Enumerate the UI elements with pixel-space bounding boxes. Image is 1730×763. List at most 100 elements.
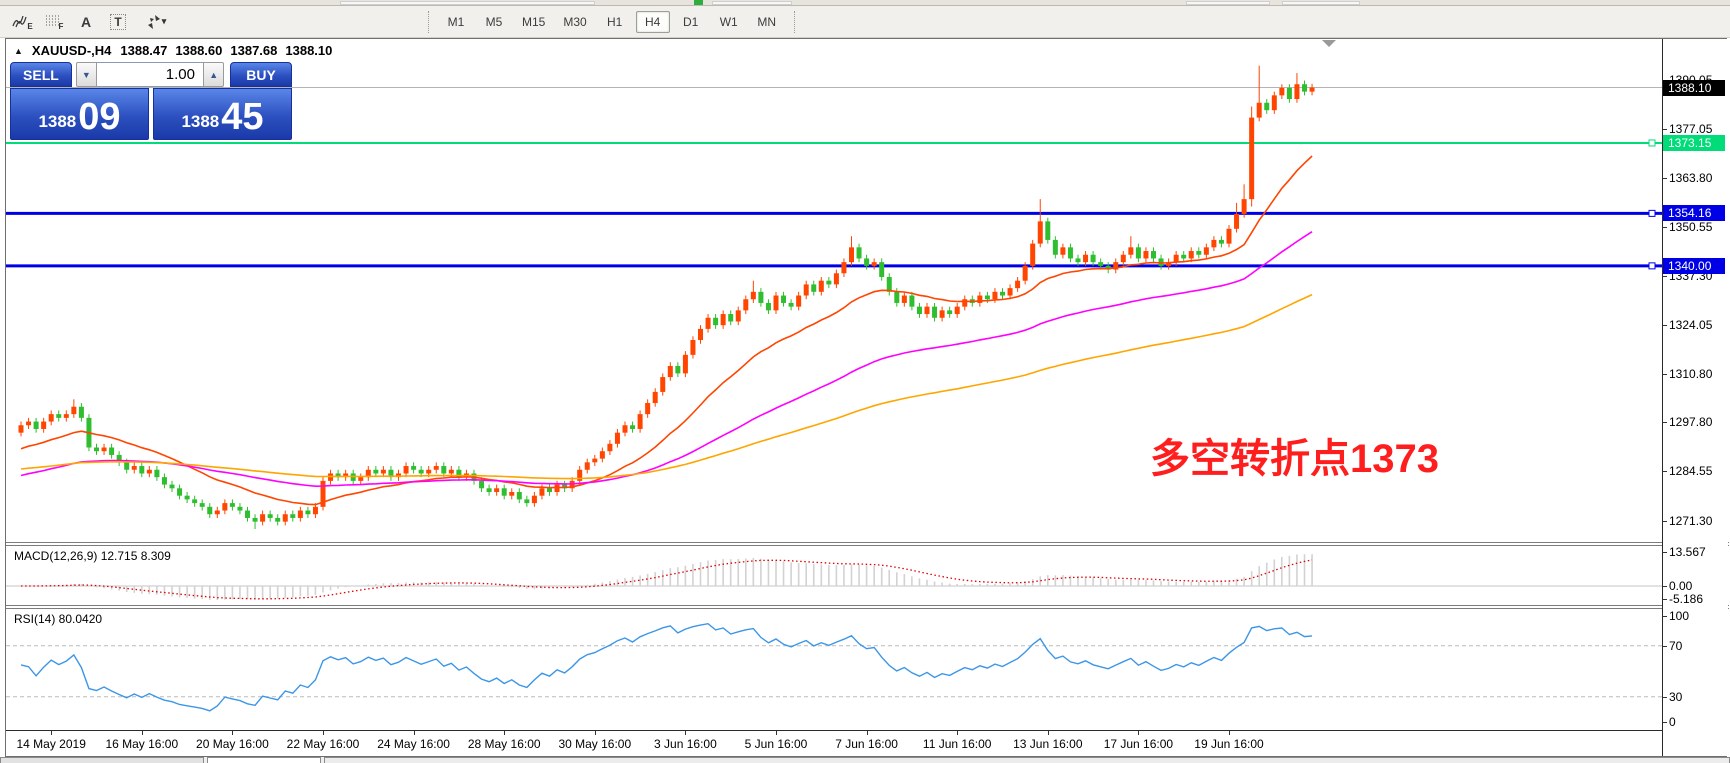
candle-body bbox=[984, 295, 990, 300]
candle-body bbox=[690, 340, 696, 355]
rsi-plot[interactable] bbox=[6, 609, 1662, 729]
grid-pattern-icon bbox=[45, 15, 59, 26]
tool-sub-label: F bbox=[58, 22, 64, 31]
timeframe-button-d1[interactable]: D1 bbox=[683, 14, 699, 29]
price-tick-1310.80: 1310.80 bbox=[1669, 367, 1713, 382]
volume-increase-button[interactable]: ▲ bbox=[203, 62, 225, 87]
candle-body bbox=[803, 284, 809, 296]
chart-text-annotation[interactable]: 多空转折点1373 bbox=[1150, 437, 1439, 481]
candle-body bbox=[56, 414, 62, 418]
main-chart-plot[interactable] bbox=[6, 39, 1662, 542]
candle-body bbox=[818, 280, 824, 292]
buy-button[interactable]: BUY bbox=[230, 62, 292, 87]
candle-body bbox=[894, 291, 900, 303]
candle-body bbox=[509, 491, 515, 496]
candle-body bbox=[1022, 265, 1028, 281]
time-tick-label: 19 Jun 16:00 bbox=[1194, 737, 1264, 751]
timeframe-button-m15[interactable]: M15 bbox=[522, 14, 546, 29]
buy-price-button[interactable]: 1388 45 bbox=[153, 88, 292, 140]
candle-body bbox=[728, 314, 734, 322]
candle-body bbox=[184, 495, 190, 500]
rsi-indicator-label: RSI(14) 80.0420 bbox=[14, 612, 103, 626]
macd-indicator-label: MACD(12,26,9) 12.715 8.309 bbox=[14, 549, 171, 563]
timeframe-button-h1[interactable]: H1 bbox=[607, 14, 623, 29]
rsi-tick-0: 0 bbox=[1669, 715, 1676, 729]
text-box-button[interactable]: T bbox=[103, 10, 133, 34]
sell-price-button[interactable]: 1388 09 bbox=[10, 88, 149, 140]
candle-body bbox=[1309, 87, 1315, 92]
candle-body bbox=[531, 495, 537, 504]
candle-body bbox=[1226, 228, 1232, 244]
candle-body bbox=[992, 291, 998, 300]
arrow-tools-button[interactable]: ▾ bbox=[135, 10, 177, 34]
timeframe-button-m5[interactable]: M5 bbox=[485, 14, 503, 29]
candle-body bbox=[1030, 243, 1036, 266]
candle-body bbox=[109, 447, 115, 455]
price-tick-1297.80: 1297.80 bbox=[1669, 415, 1713, 430]
candle-body bbox=[403, 466, 409, 474]
panel-splitter[interactable] bbox=[6, 605, 1729, 609]
candle-body bbox=[856, 247, 862, 259]
level-line-handle[interactable] bbox=[1648, 139, 1656, 147]
candle-body bbox=[320, 480, 326, 507]
time-axis[interactable]: 14 May 2019 16 May 16:00 20 May 16:00 22 Ma… bbox=[6, 730, 1662, 756]
candle-body bbox=[426, 469, 432, 474]
candle-body bbox=[539, 488, 545, 496]
time-tick-mark bbox=[594, 731, 596, 735]
candle-body bbox=[380, 469, 386, 474]
price-tick-1377.05: 1377.05 bbox=[1669, 121, 1713, 136]
level-line-handle[interactable] bbox=[1648, 209, 1656, 217]
axis-tick-mark bbox=[1663, 616, 1667, 617]
timeframe-button-m30[interactable]: M30 bbox=[563, 14, 587, 29]
axis-tick-mark bbox=[1663, 374, 1667, 376]
candle-body bbox=[18, 425, 24, 433]
moving-average-120 bbox=[20, 293, 1313, 480]
candle-body bbox=[1075, 258, 1081, 263]
axis-tick-mark bbox=[1663, 598, 1667, 600]
open-value: 1388.47 bbox=[120, 43, 168, 58]
collapse-panel-icon[interactable]: ▲ bbox=[14, 45, 23, 56]
level-price-chip-1373.15: 1373.15 bbox=[1663, 134, 1725, 151]
candle-body bbox=[909, 295, 915, 307]
timeframe-button-w1[interactable]: W1 bbox=[719, 14, 738, 29]
level-price-chip-1354.16: 1354.16 bbox=[1663, 205, 1725, 222]
chart-tab-fragment bbox=[324, 757, 1730, 763]
time-tick-label: 14 May 2019 bbox=[16, 737, 86, 751]
macd-tick--5.186: -5.186 bbox=[1669, 591, 1704, 606]
price-axis[interactable]: 1390.051377.051363.801350.551337.301324.… bbox=[1663, 39, 1728, 756]
time-tick-label: 28 May 16:00 bbox=[467, 737, 541, 751]
high-value: 1388.60 bbox=[175, 43, 223, 58]
rsi-tick-70: 70 bbox=[1669, 638, 1683, 653]
time-tick-label: 13 Jun 16:00 bbox=[1013, 737, 1083, 751]
timeframe-button-mn[interactable]: MN bbox=[757, 14, 777, 29]
level-line-handle[interactable] bbox=[1648, 262, 1656, 270]
candle-body bbox=[275, 517, 281, 522]
candle-body bbox=[705, 317, 711, 329]
sliver-fragment bbox=[712, 1, 792, 5]
time-tick-label: 5 Jun 16:00 bbox=[744, 737, 808, 751]
grid-pattern-button[interactable]: F bbox=[39, 10, 69, 34]
candle-body bbox=[562, 484, 568, 489]
time-tick-mark bbox=[866, 731, 868, 735]
candle-body bbox=[735, 310, 741, 322]
candle-body bbox=[947, 310, 953, 315]
timeframe-button-m1[interactable]: M1 bbox=[447, 14, 465, 29]
sell-button[interactable]: SELL bbox=[10, 62, 72, 87]
candle-body bbox=[652, 391, 658, 404]
rsi-tick-30: 30 bbox=[1669, 689, 1683, 704]
window-top-sliver bbox=[0, 0, 1730, 6]
freehand-draw-button[interactable]: E bbox=[7, 10, 37, 34]
volume-input[interactable] bbox=[97, 62, 203, 87]
text-label-button[interactable]: A bbox=[71, 10, 101, 34]
axis-tick-mark bbox=[1663, 645, 1667, 647]
price-tick-1271.30: 1271.30 bbox=[1669, 513, 1713, 528]
candle-body bbox=[229, 503, 235, 507]
panel-splitter[interactable] bbox=[6, 542, 1729, 546]
chart-shift-marker-icon[interactable] bbox=[1322, 40, 1336, 47]
volume-decrease-button[interactable]: ▼ bbox=[75, 62, 97, 87]
candle-body bbox=[516, 491, 522, 500]
candle-body bbox=[916, 306, 922, 315]
macd-plot[interactable] bbox=[6, 546, 1662, 605]
candle-body bbox=[192, 499, 198, 504]
timeframe-button-h4[interactable]: H4 bbox=[635, 10, 670, 33]
